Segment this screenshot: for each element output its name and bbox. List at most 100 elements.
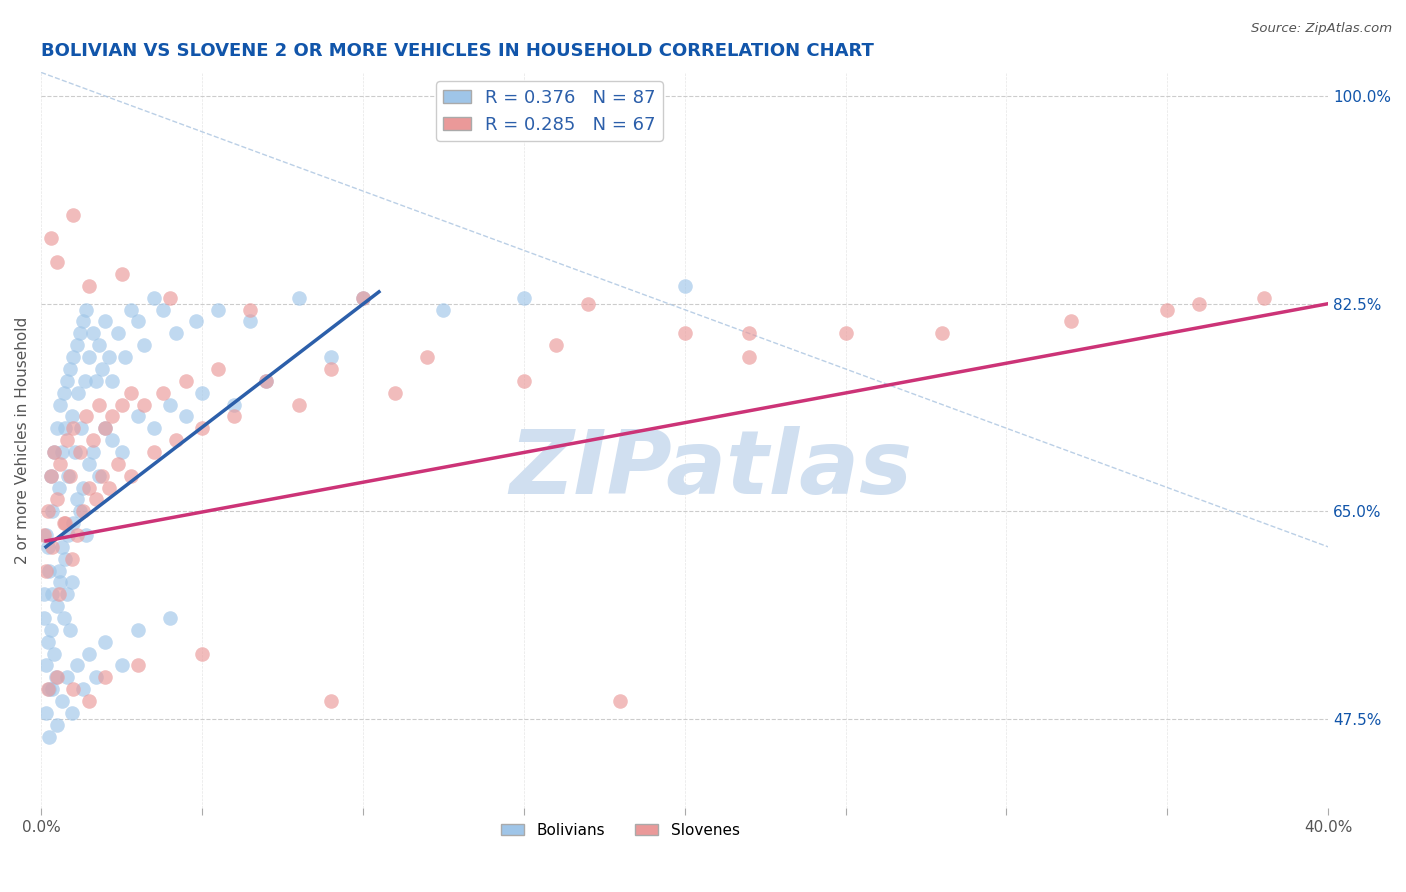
Point	[159, 611, 181, 625]
Point	[101, 409, 124, 424]
Point	[174, 374, 197, 388]
Point	[224, 409, 246, 424]
Point	[174, 409, 197, 424]
Point	[110, 397, 132, 411]
Point	[56, 587, 79, 601]
Point	[110, 267, 132, 281]
Point	[120, 302, 142, 317]
Point	[60, 551, 83, 566]
Point	[42, 445, 65, 459]
Point	[35, 658, 58, 673]
Point	[79, 279, 101, 293]
Point	[53, 516, 76, 530]
Point	[1253, 291, 1275, 305]
Point	[224, 397, 246, 411]
Point	[513, 291, 536, 305]
Point	[48, 564, 70, 578]
Point	[72, 314, 94, 328]
Point	[352, 291, 374, 305]
Text: BOLIVIAN VS SLOVENE 2 OR MORE VEHICLES IN HOUSEHOLD CORRELATION CHART: BOLIVIAN VS SLOVENE 2 OR MORE VEHICLES I…	[41, 42, 875, 60]
Point	[834, 326, 856, 341]
Point	[72, 682, 94, 697]
Point	[41, 587, 63, 601]
Point	[132, 397, 155, 411]
Point	[46, 255, 69, 269]
Point	[48, 587, 70, 601]
Point	[165, 326, 187, 341]
Point	[142, 291, 165, 305]
Point	[319, 694, 342, 708]
Point	[91, 468, 114, 483]
Point	[609, 694, 631, 708]
Point	[41, 540, 63, 554]
Point	[384, 385, 406, 400]
Point	[94, 421, 117, 435]
Point	[73, 374, 96, 388]
Point	[53, 421, 76, 435]
Point	[207, 302, 229, 317]
Point	[673, 279, 696, 293]
Point	[65, 658, 87, 673]
Point	[75, 302, 97, 317]
Text: ZIPatlas: ZIPatlas	[509, 426, 912, 513]
Point	[46, 717, 69, 731]
Point	[53, 551, 76, 566]
Point	[48, 481, 70, 495]
Point	[46, 492, 69, 507]
Point	[107, 457, 129, 471]
Point	[42, 445, 65, 459]
Point	[46, 599, 69, 614]
Point	[97, 481, 120, 495]
Point	[94, 670, 117, 684]
Point	[87, 338, 110, 352]
Point	[142, 445, 165, 459]
Point	[70, 421, 93, 435]
Point	[69, 504, 91, 518]
Point	[79, 457, 101, 471]
Point	[84, 670, 107, 684]
Point	[34, 528, 56, 542]
Point	[38, 564, 60, 578]
Point	[94, 314, 117, 328]
Point	[738, 350, 761, 364]
Point	[72, 504, 94, 518]
Point	[35, 528, 58, 542]
Point	[34, 587, 56, 601]
Point	[84, 492, 107, 507]
Legend: Bolivians, Slovenes: Bolivians, Slovenes	[495, 817, 745, 844]
Point	[58, 468, 80, 483]
Point	[132, 338, 155, 352]
Point	[42, 647, 65, 661]
Point	[107, 326, 129, 341]
Point	[254, 374, 277, 388]
Point	[72, 481, 94, 495]
Point	[254, 374, 277, 388]
Point	[35, 706, 58, 720]
Point	[352, 291, 374, 305]
Point	[58, 528, 80, 542]
Point	[319, 350, 342, 364]
Point	[152, 385, 174, 400]
Point	[159, 397, 181, 411]
Point	[191, 421, 214, 435]
Point	[94, 421, 117, 435]
Point	[82, 433, 104, 447]
Point	[67, 385, 90, 400]
Point	[39, 623, 62, 637]
Point	[159, 291, 181, 305]
Point	[1060, 314, 1083, 328]
Point	[35, 564, 58, 578]
Point	[69, 326, 91, 341]
Point	[39, 468, 62, 483]
Point	[37, 634, 59, 648]
Point	[110, 445, 132, 459]
Point	[37, 540, 59, 554]
Point	[207, 362, 229, 376]
Point	[91, 362, 114, 376]
Point	[287, 397, 309, 411]
Point	[65, 528, 87, 542]
Point	[94, 634, 117, 648]
Point	[62, 682, 84, 697]
Point	[82, 445, 104, 459]
Point	[79, 350, 101, 364]
